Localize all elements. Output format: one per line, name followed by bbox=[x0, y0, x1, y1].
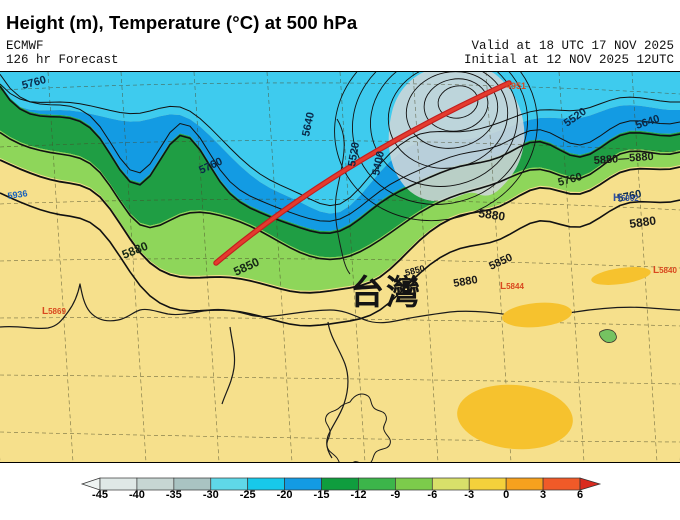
svg-text:H5902: H5902 bbox=[613, 192, 639, 204]
svg-text:L5869: L5869 bbox=[42, 306, 66, 317]
svg-text:5880: 5880 bbox=[452, 274, 478, 290]
svg-text:5880: 5880 bbox=[478, 206, 507, 224]
svg-text:L5840: L5840 bbox=[653, 265, 677, 276]
svg-text:4951: 4951 bbox=[506, 81, 526, 91]
svg-text:5936: 5936 bbox=[7, 188, 28, 201]
svg-text:L5844: L5844 bbox=[500, 281, 524, 292]
svg-text:5880: 5880 bbox=[628, 213, 657, 231]
svg-text:5850: 5850 bbox=[487, 251, 514, 272]
svg-text:台灣: 台灣 bbox=[350, 274, 422, 312]
